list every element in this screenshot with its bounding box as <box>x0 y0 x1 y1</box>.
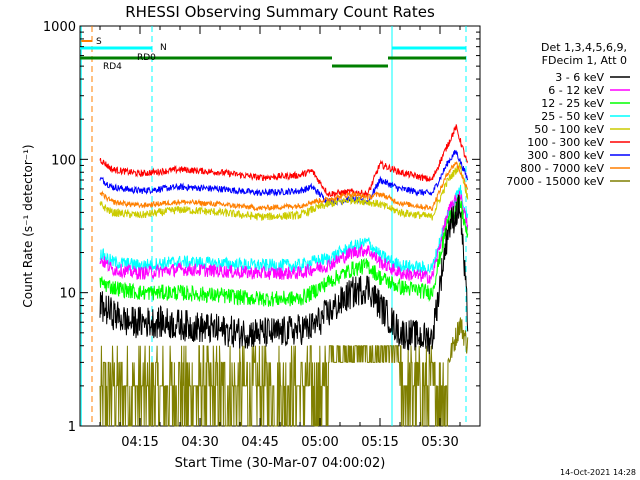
y-tick-label: 1 <box>68 420 76 435</box>
flag-label-n: N <box>160 43 167 53</box>
legend-label: 300 - 800 keV <box>527 149 604 162</box>
axis-layer: 1 10 100 1000 04:15 04:30 04:45 05:00 05:15 05:30 <box>43 20 480 450</box>
x-tick-label: 04:15 <box>121 435 158 450</box>
flag-label-rd0: RD0 <box>137 53 156 63</box>
series-line <box>99 194 469 355</box>
legend-label: 7000 - 15000 keV <box>506 175 604 188</box>
x-tick-label: 05:30 <box>421 435 458 450</box>
x-tick-label: 04:45 <box>241 435 278 450</box>
legend-label: 3 - 6 keV <box>555 71 604 84</box>
series-line <box>99 124 469 199</box>
legend-label: 800 - 7000 keV <box>520 162 604 175</box>
flag-label-s: S <box>96 37 102 47</box>
series-line <box>99 149 469 207</box>
x-axis-label: Start Time (30-Mar-07 04:00:02) <box>175 456 386 471</box>
legend-label: 6 - 12 keV <box>548 84 604 97</box>
legend-label: 100 - 300 keV <box>527 136 604 149</box>
x-tick-label: 04:30 <box>181 435 218 450</box>
x-tick-label: 05:15 <box>361 435 398 450</box>
legend-header-line-2: FDecim 1, Att 0 <box>542 54 627 67</box>
series-line <box>99 196 469 307</box>
y-tick-label: 1000 <box>43 20 76 35</box>
footer-date: 14-Oct-2021 14:28 <box>560 468 636 477</box>
legend-label: 50 - 100 keV <box>534 123 604 136</box>
legend: Det 1,3,4,5,6,9, FDecim 1, Att 0 3 - 6 k… <box>506 41 630 188</box>
legend-header-line-1: Det 1,3,4,5,6,9, <box>541 41 627 54</box>
x-tick-label: 05:00 <box>301 435 338 450</box>
series-line <box>99 161 469 212</box>
y-tick-label: 100 <box>51 153 76 168</box>
series-line <box>99 190 469 285</box>
series-line <box>99 184 469 277</box>
series-line <box>99 317 469 427</box>
flag-label-rd4: RD4 <box>103 62 122 72</box>
legend-label: 12 - 25 keV <box>541 97 604 110</box>
y-axis-label: Count Rate (s⁻¹ detector⁻¹) <box>21 144 35 307</box>
series-line <box>99 162 469 221</box>
y-tick-label: 10 <box>59 287 76 302</box>
legend-label: 25 - 50 keV <box>541 110 604 123</box>
chart-title: RHESSI Observing Summary Count Rates <box>125 3 435 21</box>
series-layer <box>99 124 469 427</box>
